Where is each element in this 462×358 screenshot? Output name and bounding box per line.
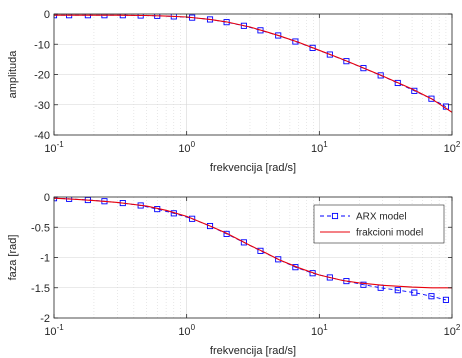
data-point-marker xyxy=(343,58,350,65)
x-tick-label-exponent: -1 xyxy=(57,140,65,149)
y-tick-label: -1.5 xyxy=(31,283,50,295)
data-point-marker xyxy=(257,247,264,254)
data-point-marker xyxy=(326,274,333,281)
data-point-marker xyxy=(240,239,247,246)
data-point-marker xyxy=(326,51,333,58)
x-tick-label-exponent: -1 xyxy=(57,323,65,332)
x-tick-label-base: 10 xyxy=(178,143,190,155)
x-tick-label-base: 10 xyxy=(444,143,456,155)
x-tick-label-exponent: 1 xyxy=(323,323,328,332)
x-tick-label: 102 xyxy=(444,140,461,155)
x-tick-label-base: 10 xyxy=(444,326,456,338)
data-point-marker xyxy=(411,289,418,296)
y-axis-label: amplituda xyxy=(7,50,19,99)
x-tick-label-base: 10 xyxy=(311,326,323,338)
x-tick-label: 100 xyxy=(178,140,195,155)
data-point-marker xyxy=(292,38,299,45)
y-tick-label: -30 xyxy=(34,100,50,112)
y-tick-label: -40 xyxy=(34,130,50,142)
legend-entry-label: ARX model xyxy=(356,212,407,223)
x-tick-label-base: 10 xyxy=(178,326,190,338)
data-point-marker xyxy=(206,222,214,230)
y-tick-label: 0 xyxy=(44,192,50,204)
legend-box xyxy=(313,204,445,244)
x-tick-label-base: 10 xyxy=(44,326,56,338)
x-tick-label: 102 xyxy=(444,323,461,338)
x-tick-label-exponent: 0 xyxy=(191,140,196,149)
x-tick-label: 100 xyxy=(178,323,195,338)
data-point-marker xyxy=(428,95,435,102)
data-point-marker xyxy=(377,72,384,79)
y-tick-label: 0 xyxy=(44,9,50,21)
x-tick-label: 101 xyxy=(311,140,328,155)
data-point-marker xyxy=(428,293,435,300)
y-axis-label: faza [rad] xyxy=(7,235,19,281)
data-point-marker xyxy=(394,287,401,294)
y-tick-label: -2 xyxy=(40,313,50,325)
legend-entry-label: frakcioni model xyxy=(356,228,423,239)
y-tick-label: -1 xyxy=(40,253,50,265)
data-point-marker xyxy=(275,256,282,263)
series-line xyxy=(54,197,452,289)
x-tick-label: 101 xyxy=(311,323,328,338)
legend-marker xyxy=(331,212,339,220)
data-point-marker xyxy=(223,230,230,237)
x-tick-label-base: 10 xyxy=(44,143,56,155)
x-tick-label-exponent: 2 xyxy=(456,323,461,332)
series-line xyxy=(54,14,452,113)
x-tick-label: 10-1 xyxy=(44,140,64,155)
series-fractional xyxy=(54,197,452,289)
x-axis-label: frekvencija [rad/s] xyxy=(210,162,296,174)
y-tick-label: -20 xyxy=(34,70,50,82)
y-tick-label: -10 xyxy=(34,39,50,51)
y-tick-label: -0.5 xyxy=(31,222,50,234)
series-fractional xyxy=(54,14,452,113)
x-axis-label: frekvencija [rad/s] xyxy=(210,345,296,357)
data-point-marker xyxy=(275,32,282,39)
data-point-marker xyxy=(309,44,316,51)
data-point-marker xyxy=(189,215,196,222)
legend: ARX model frakcioni model xyxy=(313,204,445,244)
x-tick-label-exponent: 2 xyxy=(456,140,461,149)
data-point-marker xyxy=(360,281,367,288)
x-tick-label: 10-1 xyxy=(44,323,64,338)
data-point-marker xyxy=(360,65,367,72)
data-point-marker xyxy=(394,79,401,87)
x-tick-label-exponent: 1 xyxy=(323,140,328,149)
data-point-marker xyxy=(442,296,449,303)
x-tick-label-exponent: 0 xyxy=(191,323,196,332)
x-tick-label-base: 10 xyxy=(311,143,323,155)
